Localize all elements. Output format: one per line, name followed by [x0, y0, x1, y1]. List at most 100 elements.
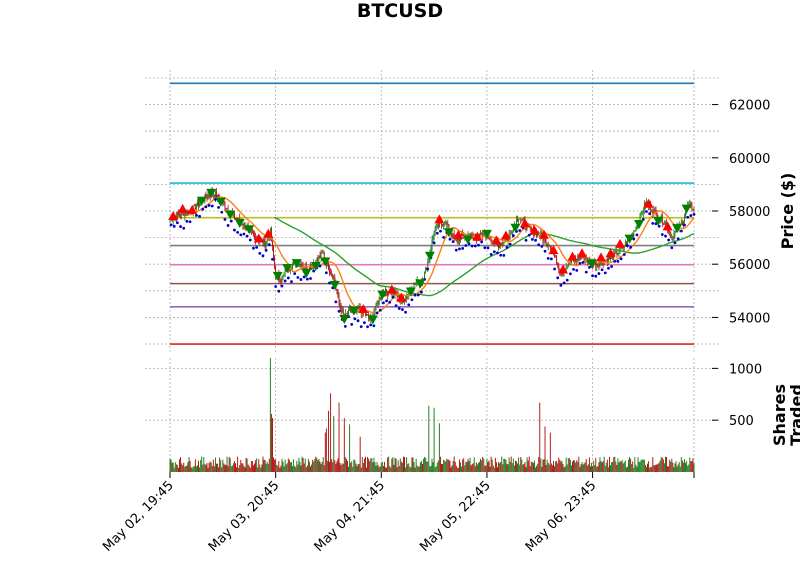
volume-bar [188, 457, 190, 472]
volume-bar [387, 457, 389, 472]
candle-body [491, 241, 493, 243]
signal-dot-marker [565, 278, 569, 282]
up-triangle-marker [558, 264, 568, 274]
signal-dot-marker [214, 198, 217, 201]
up-triangle-marker [177, 203, 188, 213]
volume-bar [446, 458, 448, 472]
signal-dot-marker [267, 243, 271, 247]
signal-dot-marker [169, 223, 173, 227]
volume-bar [363, 458, 365, 472]
volume-bar [277, 465, 279, 472]
candle-body [254, 235, 255, 238]
volume-bar [438, 423, 440, 472]
candle-body [684, 216, 685, 222]
volume-bar [361, 456, 363, 472]
candle-body [274, 257, 276, 267]
candle-body [545, 238, 547, 245]
candle-body [640, 212, 642, 214]
volume-bar [669, 459, 671, 472]
volume-bar [251, 461, 253, 472]
volume-bar [366, 467, 367, 472]
volume-bar [286, 463, 288, 472]
candle-body [388, 292, 390, 296]
up-triangle-marker [538, 229, 549, 239]
candle-body [579, 256, 581, 260]
candle-body [609, 256, 610, 259]
volume-bar [269, 358, 271, 472]
candle-body [624, 241, 626, 247]
volume-bar [667, 466, 669, 472]
volume-bar [478, 462, 479, 472]
up-triangle-marker [472, 231, 483, 241]
volume-bar [282, 461, 284, 472]
volume-bar [323, 465, 325, 472]
volume-bar [450, 467, 452, 472]
volume-bar [196, 465, 198, 472]
signal-dot-marker [673, 241, 677, 245]
volume-bar [224, 464, 226, 472]
candle-body [618, 251, 620, 254]
volume-bar [185, 465, 187, 472]
signal-dot-marker [676, 237, 680, 241]
volume-bar [213, 466, 215, 472]
volume-bar [603, 456, 605, 472]
volume-bar [242, 463, 244, 472]
volume-bar [595, 458, 597, 472]
volume-bar [247, 464, 249, 472]
candle-body [499, 244, 501, 248]
volume-bar [295, 467, 297, 472]
candle-body [264, 239, 266, 247]
volume-bar [338, 402, 340, 472]
candle-body [436, 224, 438, 226]
up-triangle-marker [434, 214, 445, 224]
candle-body [520, 218, 522, 220]
signal-dot-marker [584, 270, 588, 274]
volume-bar [190, 467, 192, 472]
volume-bar [373, 457, 375, 472]
volume-bar [367, 456, 369, 472]
candle-body [480, 233, 482, 235]
volume-bar [593, 460, 595, 472]
signal-dot-marker [366, 325, 369, 329]
signal-dot-marker [296, 276, 300, 279]
signal-dot-marker [489, 253, 493, 256]
signal-dot-marker [559, 283, 563, 287]
volume-bar [471, 464, 473, 472]
signal-dot-marker [461, 247, 465, 250]
signal-dot-marker [556, 276, 560, 280]
candle-body [367, 314, 368, 315]
signal-dot-marker [603, 271, 607, 275]
volume-bar [453, 456, 455, 472]
volume-bar [339, 463, 341, 472]
volume-bar [550, 463, 552, 472]
candle-body [602, 263, 604, 265]
candle-body [688, 204, 690, 206]
volume-bar [426, 461, 428, 472]
volume-bar [649, 467, 651, 472]
candle-body [414, 283, 416, 285]
candle-body [282, 274, 284, 277]
volume-bar [372, 462, 374, 472]
volume-bar [577, 461, 579, 472]
volume-bar [220, 460, 222, 472]
candle-body [318, 256, 320, 260]
volume-bar [187, 462, 189, 472]
candle-body [235, 218, 236, 220]
moving-average-long [274, 216, 695, 297]
volume-bar [369, 461, 371, 472]
signal-dot-marker [172, 224, 176, 228]
volume-bar [233, 460, 235, 472]
volume-bar [447, 459, 449, 472]
signal-dot-marker [413, 293, 417, 297]
signal-dot-marker [664, 234, 667, 238]
volume-bar [204, 464, 206, 472]
candle-body [432, 235, 434, 240]
up-triangle-marker [500, 230, 511, 240]
signal-dot-marker [689, 214, 693, 217]
volume-bar [484, 465, 486, 472]
volume-bar [628, 459, 629, 472]
volume-bar [588, 457, 590, 472]
volume-bar [210, 462, 212, 472]
volume-bar [439, 456, 441, 472]
up-triangle-marker [168, 210, 179, 220]
